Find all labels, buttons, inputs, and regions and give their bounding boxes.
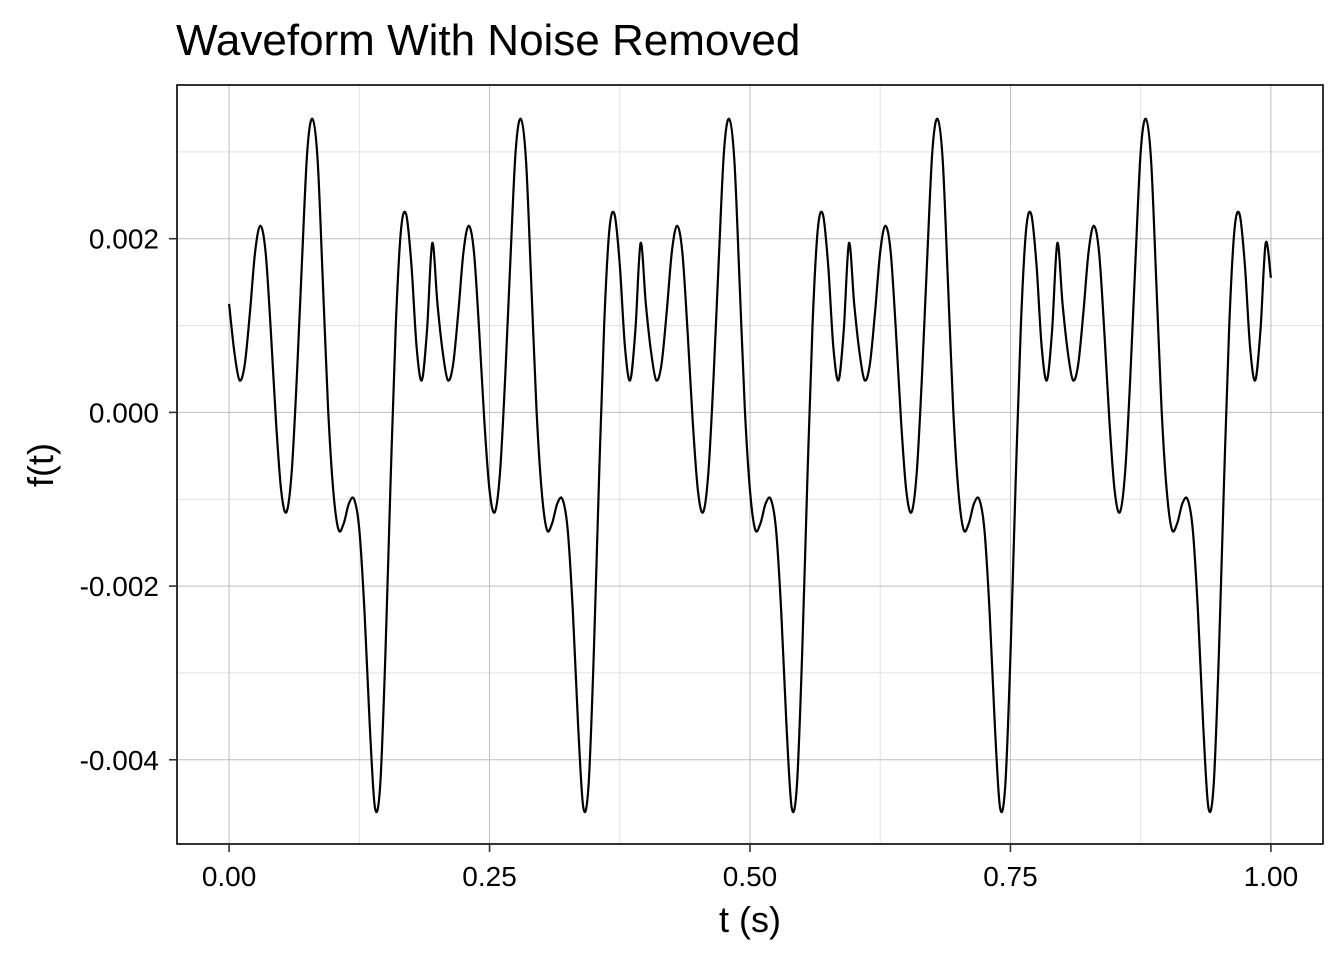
grid-lines (177, 85, 1323, 844)
axis-ticks: 0.00 0.25 0.50 0.75 1.00 0.002 0.000 -0.002 -0.0… (80, 224, 1299, 892)
series-line-0 (227, 117, 1273, 814)
chart-title: Waveform With Noise Removed (176, 16, 800, 65)
y-axis-label: f(t) (20, 443, 61, 487)
y-tick-label-1: 0.000 (89, 397, 159, 428)
x-tick-label-2: 0.50 (723, 861, 778, 892)
x-tick-label-4: 1.00 (1244, 861, 1299, 892)
y-tick-label-0: 0.002 (89, 224, 159, 255)
series-lines (227, 117, 1273, 814)
y-tick-label-3: -0.004 (80, 745, 159, 776)
x-tick-label-0: 0.00 (202, 861, 257, 892)
x-tick-label-3: 0.75 (983, 861, 1038, 892)
y-tick-label-2: -0.002 (80, 571, 159, 602)
x-tick-label-1: 0.25 (462, 861, 517, 892)
x-axis-label: t (s) (719, 899, 781, 940)
